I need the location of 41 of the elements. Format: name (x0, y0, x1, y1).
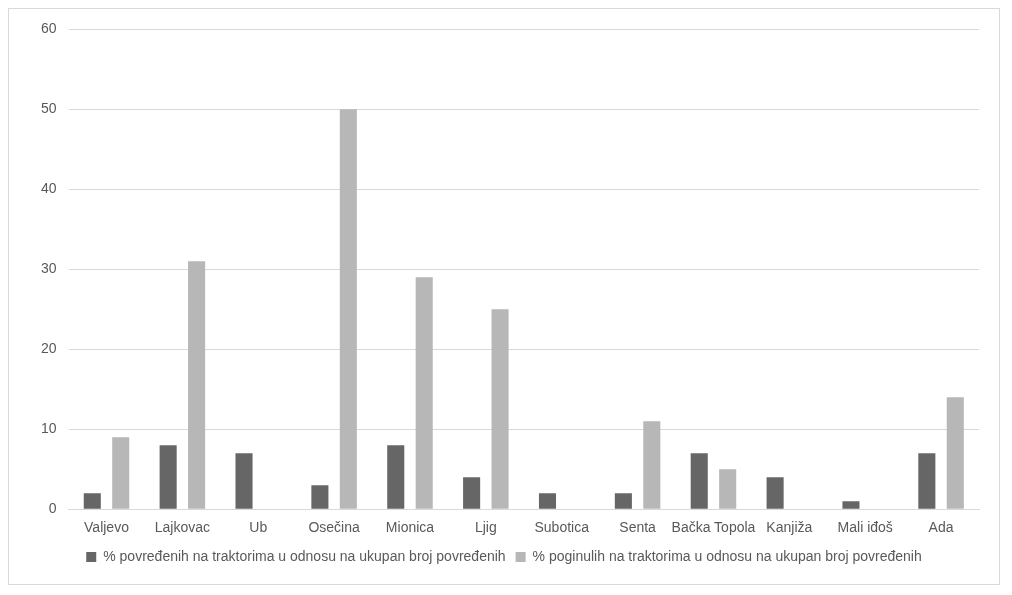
x-tick-label: Senta (619, 519, 657, 536)
y-tick-label: 20 (40, 340, 57, 357)
bar (387, 445, 405, 509)
legend-label: % povređenih na traktorima u odnosu na ukupan broj povređenih (103, 547, 506, 564)
legend-label: % poginulih na traktorima u odnosu na ukupan broj povređenih (532, 547, 922, 564)
y-tick-label: 60 (40, 20, 57, 37)
bar (339, 109, 357, 509)
bar (311, 485, 329, 509)
bar (719, 469, 737, 509)
bar (83, 493, 101, 509)
bar (463, 477, 481, 509)
x-tick-label: Mionica (385, 519, 435, 536)
bar (614, 493, 632, 509)
bar (842, 501, 860, 509)
bar (415, 277, 433, 509)
bar (918, 453, 936, 509)
x-tick-label: Ada (928, 519, 954, 536)
bar (235, 453, 253, 509)
y-tick-label: 0 (48, 500, 57, 517)
x-tick-label: Mali iđoš (837, 519, 893, 536)
x-tick-label: Bačka Topola (671, 519, 756, 536)
x-tick-label: Ljig (474, 519, 497, 536)
y-tick-label: 30 (40, 260, 57, 277)
x-tick-label: Osečina (308, 519, 361, 536)
y-tick-label: 10 (40, 420, 57, 437)
bar (538, 493, 557, 509)
bar (112, 437, 130, 509)
bar (188, 261, 206, 509)
bar (159, 445, 177, 509)
x-tick-label: Subotica (534, 519, 590, 536)
bar (690, 453, 708, 509)
x-tick-label: Kanjiža (766, 519, 813, 536)
bar (491, 309, 509, 509)
bar (643, 421, 661, 509)
y-tick-label: 40 (40, 180, 57, 197)
x-tick-label: Valjevo (84, 519, 130, 536)
bar (766, 477, 784, 509)
x-tick-label: Ub (249, 519, 268, 536)
y-tick-label: 50 (40, 100, 57, 117)
bar (946, 397, 964, 509)
x-tick-label: Lajkovac (154, 519, 211, 536)
